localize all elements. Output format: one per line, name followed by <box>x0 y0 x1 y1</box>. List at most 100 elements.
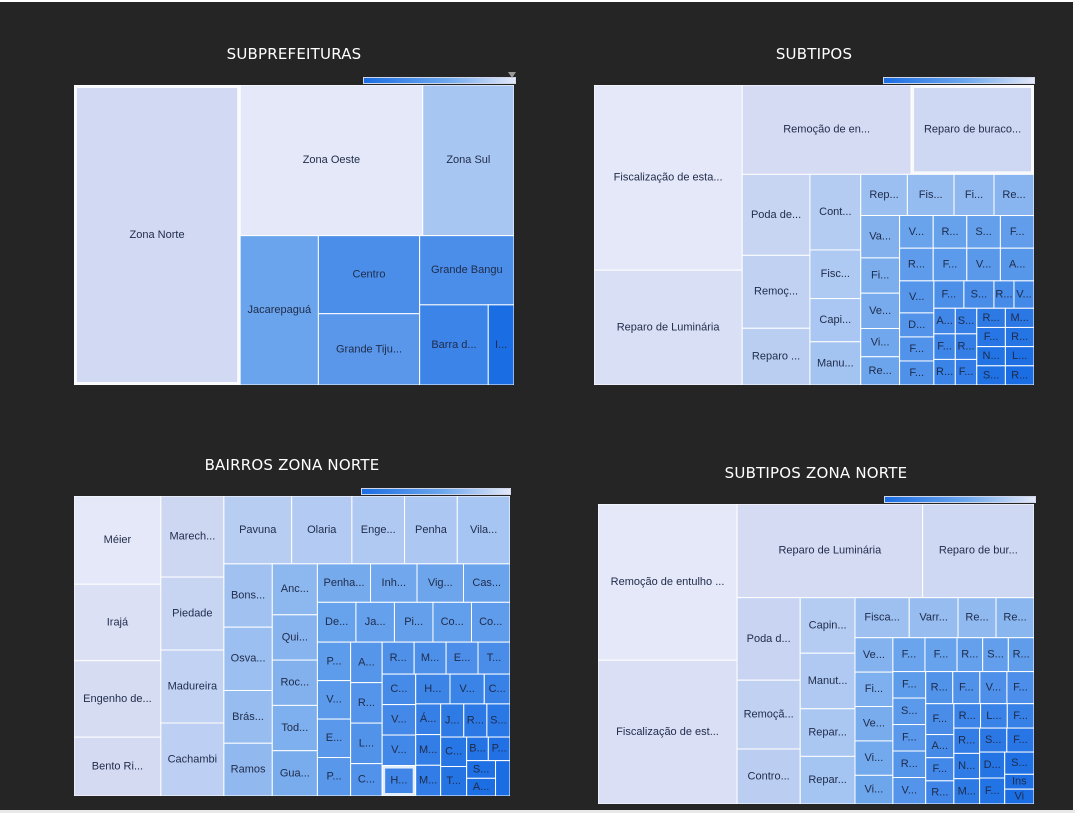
treemap-cell[interactable]: A... <box>350 641 383 684</box>
treemap-cell[interactable]: R... <box>899 247 934 282</box>
treemap-cell[interactable]: P... <box>316 641 352 682</box>
treemap-cell[interactable]: E... <box>316 718 352 759</box>
treemap-cell[interactable]: Re... <box>860 356 901 385</box>
treemap-cell[interactable]: Fiscalização de esta... <box>594 85 743 271</box>
treemap-cell[interactable]: Fi... <box>854 671 894 708</box>
treemap-cell[interactable]: J... <box>440 703 465 738</box>
treemap-cell[interactable]: F... <box>999 215 1034 249</box>
treemap-cell[interactable]: Remoção de en... <box>741 85 912 175</box>
treemap-cell[interactable]: Capi... <box>809 298 862 343</box>
treemap-cell[interactable]: R... <box>381 641 415 675</box>
treemap-cell[interactable]: A... <box>466 777 497 796</box>
treemap-cell[interactable]: Reparo de buraco... <box>910 85 1034 175</box>
treemap-cell[interactable]: A... <box>933 307 956 335</box>
treemap-cell[interactable]: Cachambi <box>160 722 225 796</box>
treemap-cell[interactable]: F... <box>925 757 955 782</box>
treemap-cell[interactable]: R... <box>953 703 982 729</box>
treemap-cell[interactable]: V... <box>449 673 485 705</box>
treemap-cell[interactable]: Marech... <box>160 496 225 578</box>
treemap-cell[interactable]: R... <box>954 333 978 360</box>
treemap-subprefeituras[interactable]: Zona Norte Zona Oeste Zona Sul Jacarepaguá C… <box>74 85 514 385</box>
treemap-cell[interactable]: Co... <box>432 601 472 643</box>
treemap-cell[interactable]: E... <box>445 641 479 675</box>
treemap-cell[interactable]: F... <box>1006 703 1034 729</box>
treemap-cell[interactable]: Piedade <box>160 576 225 651</box>
treemap-cell[interactable]: R... <box>976 307 1006 328</box>
treemap-cell[interactable]: M... <box>413 641 447 675</box>
treemap-cell[interactable]: De... <box>316 601 357 643</box>
treemap-cell[interactable]: Cont... <box>809 173 862 251</box>
treemap-cell[interactable]: Barra d... <box>419 304 489 385</box>
treemap-cell[interactable]: Vi <box>1004 788 1034 804</box>
treemap-cell[interactable]: C... <box>381 673 417 706</box>
treemap-cell[interactable]: Fisca... <box>854 597 910 639</box>
treemap-cell[interactable]: F... <box>924 637 958 673</box>
treemap-cell[interactable]: R... <box>1007 637 1034 673</box>
treemap-cell[interactable]: Vig... <box>416 563 465 603</box>
treemap-cell[interactable]: Poda d... <box>736 597 801 681</box>
treemap-cell[interactable]: Re... <box>957 597 997 639</box>
treemap-cell[interactable]: Re... <box>995 597 1034 639</box>
treemap-cell[interactable]: H... <box>381 765 417 796</box>
treemap-cell[interactable]: T... <box>477 641 510 675</box>
treemap-cell[interactable]: Reparo de Luminária <box>736 504 924 599</box>
treemap-cell[interactable]: Cas... <box>463 563 510 603</box>
treemap-cell[interactable]: N... <box>953 752 981 780</box>
treemap-cell[interactable]: Reparo de bur... <box>922 504 1034 599</box>
treemap-cell[interactable]: T... <box>440 766 468 796</box>
treemap-cell[interactable]: Anc... <box>271 563 318 616</box>
treemap-cell[interactable]: Inh... <box>370 563 418 603</box>
treemap-cell[interactable]: S... <box>1004 751 1034 775</box>
treemap-cell[interactable]: V... <box>1013 280 1034 309</box>
treemap-cell[interactable]: L... <box>980 703 1008 729</box>
treemap-cell[interactable]: F... <box>899 336 935 362</box>
treemap-cell[interactable]: Poda de... <box>741 173 811 256</box>
treemap-cell[interactable]: Zona Oeste <box>239 85 424 237</box>
treemap-cell[interactable]: R... <box>925 671 954 705</box>
treemap-cell[interactable]: I... <box>487 304 514 385</box>
treemap-cell[interactable]: Bons... <box>223 563 273 628</box>
treemap-bairros-zona-norte[interactable]: Méier Irajá Engenho de... Bento Ri... Marech… <box>74 496 510 796</box>
treemap-cell[interactable]: Ve... <box>854 637 894 673</box>
treemap-cell[interactable]: Fisc... <box>809 249 862 300</box>
treemap-cell[interactable]: Reparo de Luminária <box>594 269 743 385</box>
treemap-cell[interactable]: Engenho de... <box>74 660 162 738</box>
treemap-subtipos-zona-norte[interactable]: Remoção de entulho ... Fiscalização de es… <box>598 504 1034 804</box>
treemap-cell[interactable]: F... <box>932 247 968 282</box>
treemap-cell[interactable]: S... <box>963 280 995 309</box>
treemap-cell[interactable]: F... <box>954 358 978 385</box>
treemap-cell[interactable]: Qui... <box>271 614 318 661</box>
treemap-cell[interactable]: Remoção de entulho ... <box>598 504 738 661</box>
treemap-cell[interactable]: Irajá <box>74 583 162 662</box>
treemap-cell[interactable]: Varr... <box>908 597 959 639</box>
treemap-cell[interactable]: Vila... <box>456 496 510 565</box>
treemap-cell[interactable]: S... <box>892 697 927 726</box>
treemap-cell[interactable]: L... <box>1004 346 1034 367</box>
treemap-cell[interactable]: Á... <box>415 703 442 736</box>
treemap-cell[interactable]: Co... <box>470 601 510 643</box>
treemap-cell[interactable]: R... <box>932 215 968 249</box>
treemap-cell[interactable]: Madureira <box>160 649 225 724</box>
treemap-cell[interactable]: Roc... <box>271 659 318 706</box>
treemap-cell[interactable]: Penha... <box>316 563 372 603</box>
treemap-cell[interactable]: Fis... <box>906 173 955 217</box>
treemap-cell[interactable]: R... <box>953 727 981 754</box>
treemap-cell[interactable]: Contro... <box>736 748 801 804</box>
treemap-cell[interactable]: S... <box>982 637 1009 673</box>
treemap-cell[interactable]: Grande Bangu <box>419 235 514 306</box>
treemap-cell[interactable]: Repar... <box>799 755 856 804</box>
treemap-cell[interactable]: D... <box>899 312 935 338</box>
treemap-cell[interactable]: C... <box>350 763 383 796</box>
treemap-cell[interactable]: P... <box>487 736 510 762</box>
treemap-cell[interactable]: R... <box>956 637 984 673</box>
treemap-cell[interactable]: Fiscalização de est... <box>598 659 738 804</box>
treemap-cell[interactable]: Rep... <box>860 173 908 217</box>
treemap-cell[interactable]: Manut... <box>799 652 856 710</box>
treemap-cell[interactable]: V... <box>966 247 1001 282</box>
treemap-cell[interactable]: Centro <box>317 235 421 315</box>
treemap-cell[interactable]: R... <box>925 780 955 804</box>
treemap-subtipos[interactable]: Fiscalização de esta... Reparo de Luminár… <box>594 85 1034 385</box>
treemap-cell[interactable]: B... <box>466 736 489 762</box>
treemap-cell[interactable]: R... <box>993 280 1015 309</box>
treemap-cell[interactable]: Fi... <box>953 173 995 217</box>
